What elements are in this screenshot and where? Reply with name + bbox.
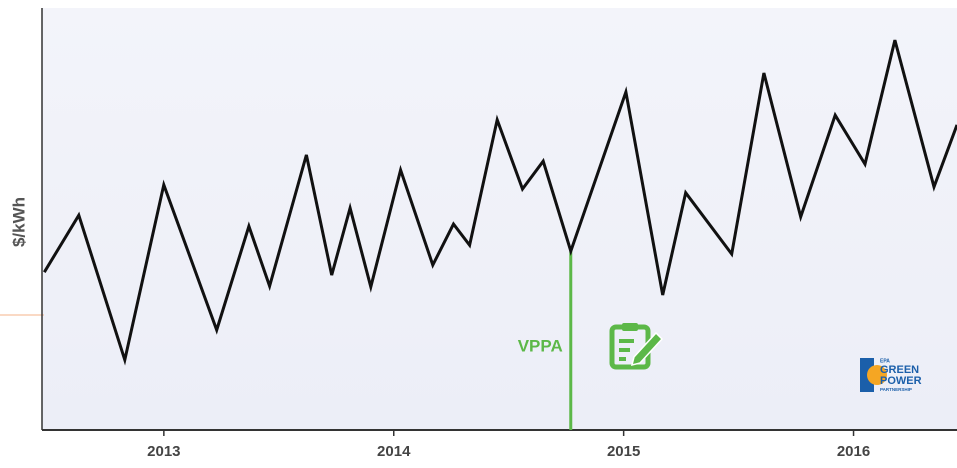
vppa-icon — [609, 323, 664, 370]
logo-line1: GREEN — [880, 364, 919, 376]
x-tick-label: 2016 — [837, 443, 870, 460]
x-tick-label: 2013 — [147, 443, 180, 460]
annotation-label: VPPA — [518, 336, 563, 355]
x-tick-label: 2015 — [607, 443, 640, 460]
logo-sun — [867, 365, 887, 385]
logo-line3: PARTNERSHIP — [880, 387, 912, 392]
x-tick-label: 2014 — [377, 443, 411, 460]
logo-line2: POWER — [880, 375, 922, 387]
price-line — [43, 39, 957, 366]
logo: EPA GREEN POWER PARTNERSHIP — [860, 358, 922, 392]
y-axis-label: $/kWh — [9, 197, 28, 247]
plot-background — [42, 8, 957, 430]
logo-agency: EPA — [880, 358, 890, 364]
